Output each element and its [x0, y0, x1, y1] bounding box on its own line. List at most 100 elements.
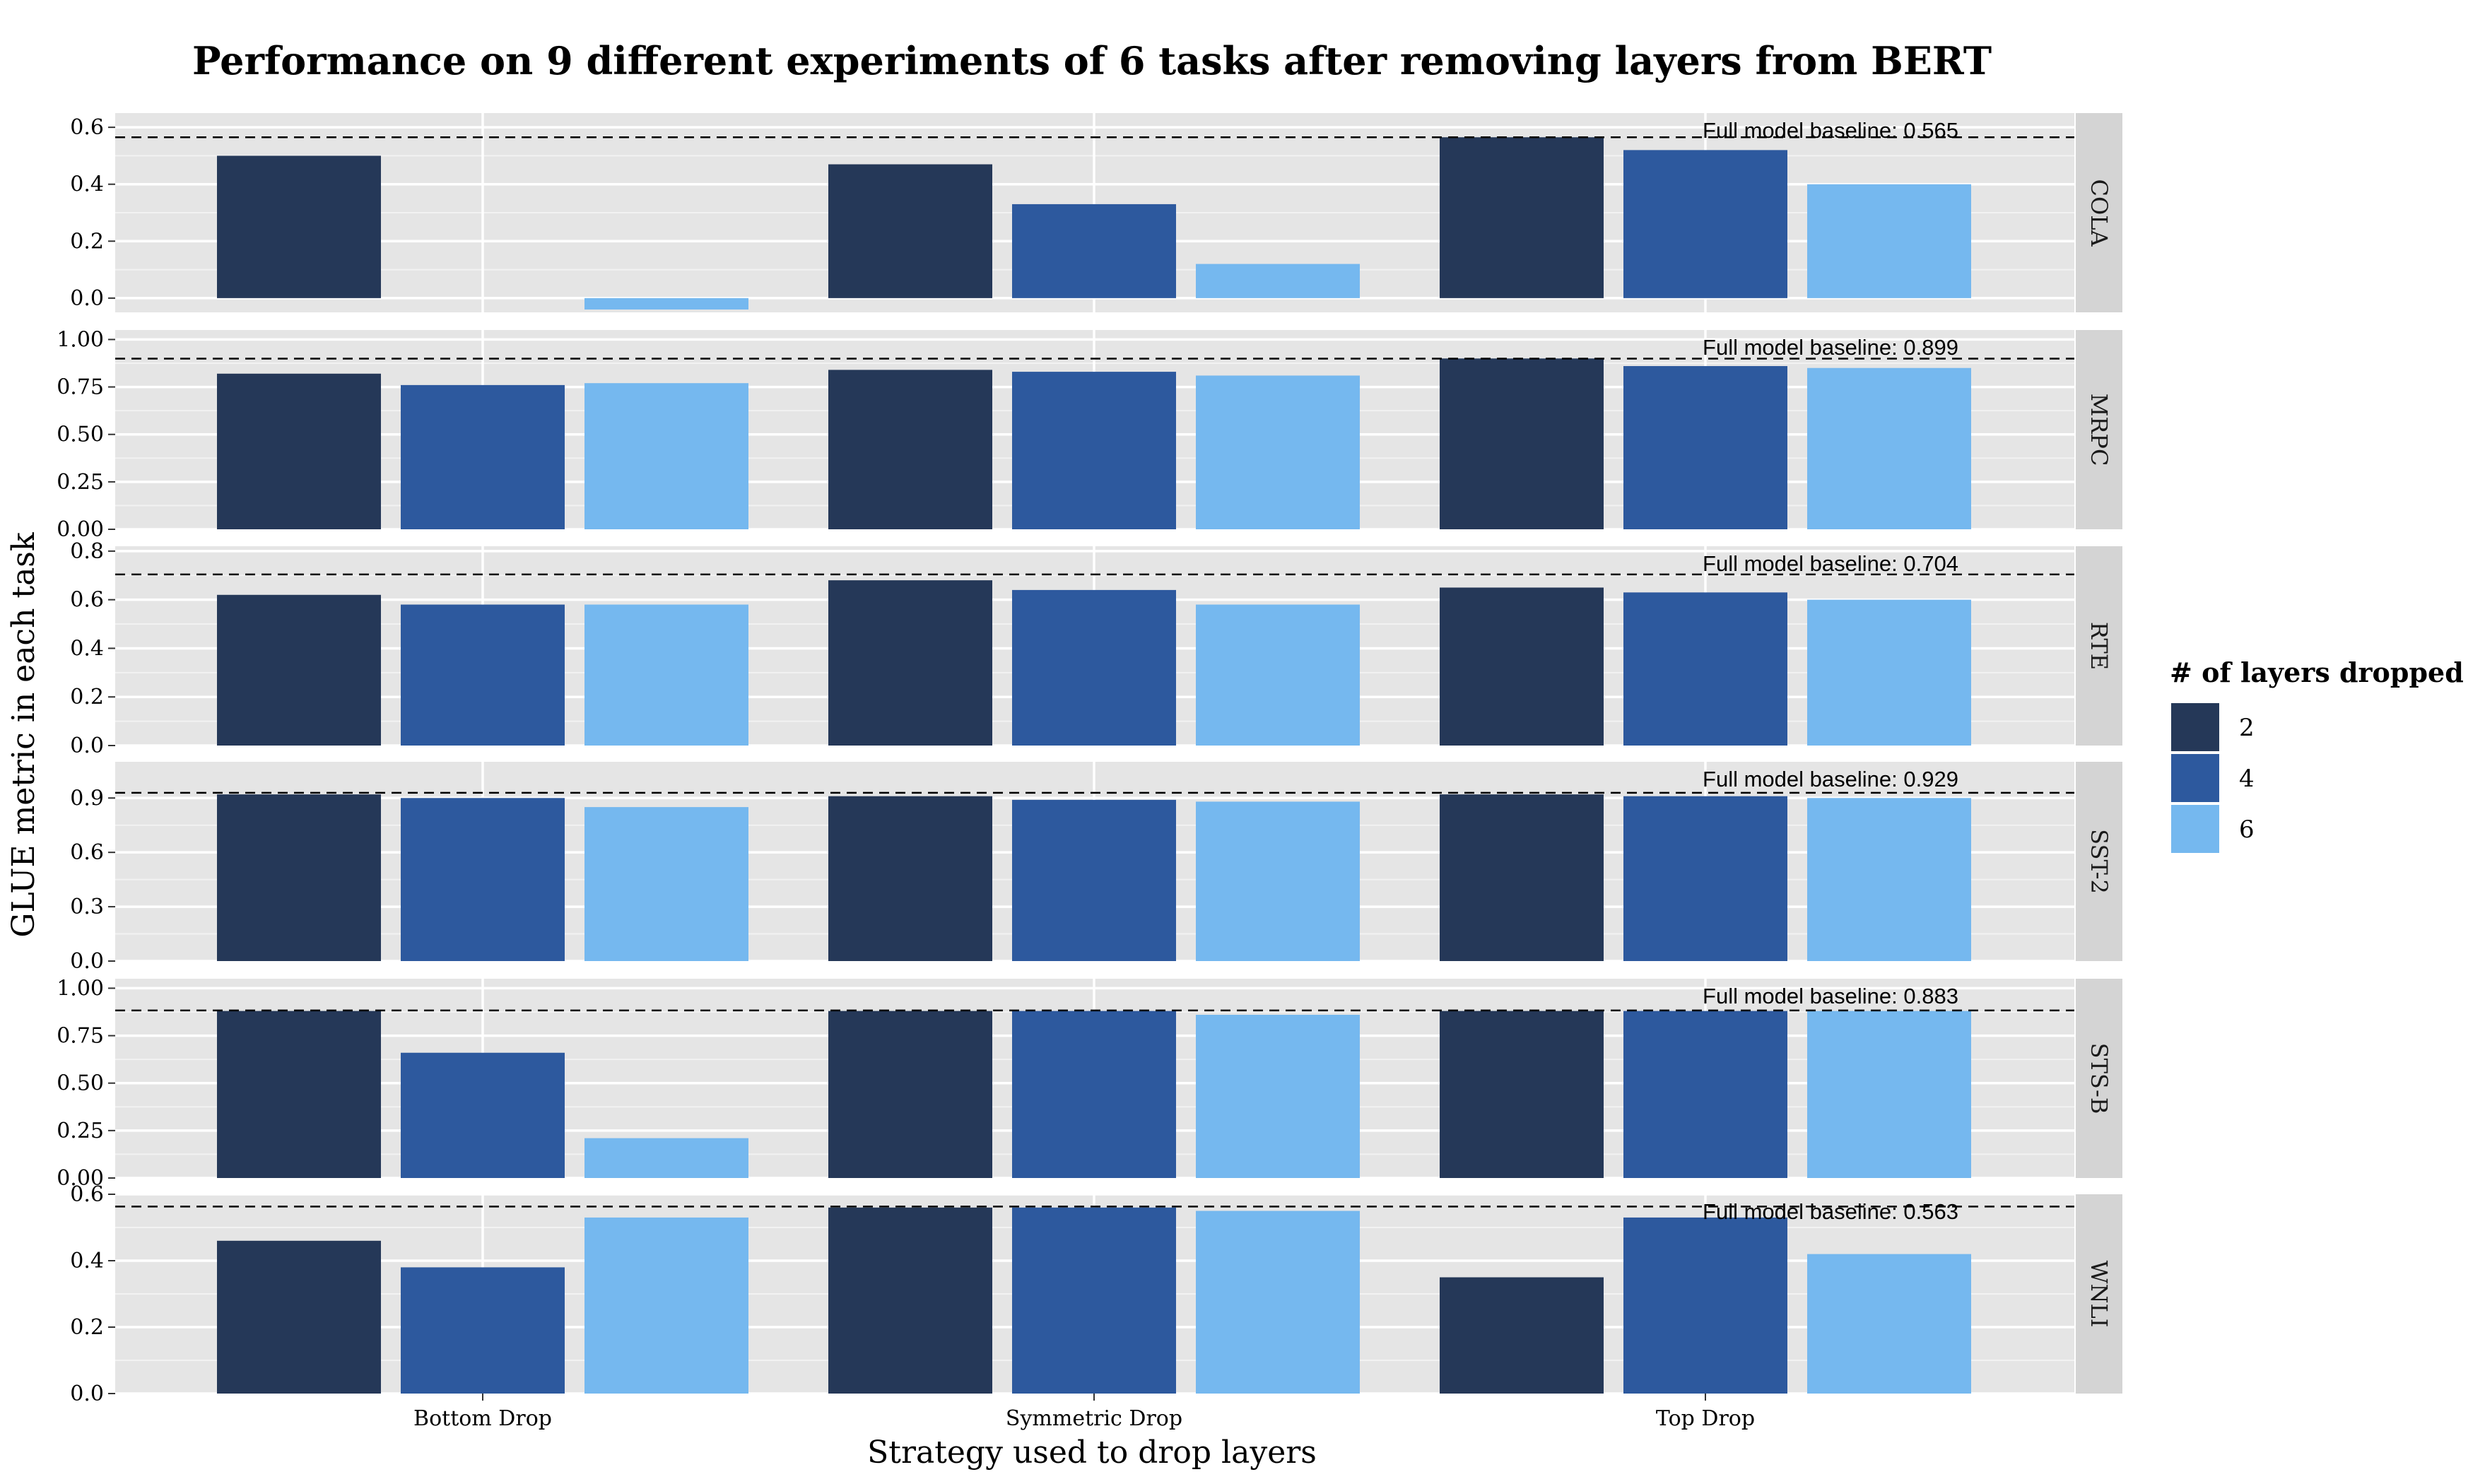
facet-strip — [2076, 762, 2122, 961]
bar-cola-top-drop-2 — [1440, 137, 1604, 298]
panel-sts-b: 0.00 0.25 0.50 0.75 1.00 Full model baseline:… — [57, 976, 2122, 1191]
facet-strip — [2076, 113, 2122, 312]
baseline-label: Full model baseline: 0.704 — [1703, 551, 1958, 576]
bar-wnli-symmetric-drop-4 — [1012, 1207, 1176, 1394]
legend: # of layers dropped 2 4 6 — [2170, 656, 2464, 853]
bar-sts-b-symmetric-drop-6 — [1196, 1015, 1360, 1178]
bar-sts-b-top-drop-4 — [1623, 1011, 1787, 1178]
bar-mrpc-top-drop-4 — [1623, 366, 1787, 529]
bar-sts-b-symmetric-drop-2 — [828, 1011, 992, 1178]
facet-label-rte: RTE — [2086, 622, 2113, 670]
y-tick-label: 0.0 — [70, 734, 104, 758]
bar-rte-symmetric-drop-6 — [1196, 604, 1360, 746]
y-tick-label: 0.25 — [57, 1119, 104, 1143]
bar-sts-b-symmetric-drop-4 — [1012, 1011, 1176, 1178]
bar-cola-symmetric-drop-4 — [1012, 204, 1176, 298]
facet-strip — [2076, 1194, 2122, 1394]
facet-panels: 0.0 0.2 0.4 0.6 Full model baseline: 0.565 CO… — [57, 113, 2122, 1406]
bar-sts-b-bottom-drop-6 — [584, 1138, 748, 1178]
bar-mrpc-bottom-drop-2 — [217, 373, 381, 529]
bar-wnli-bottom-drop-4 — [401, 1267, 565, 1394]
y-tick-label: 0.2 — [70, 229, 104, 254]
bar-rte-bottom-drop-6 — [584, 604, 748, 746]
bar-sst-2-top-drop-6 — [1807, 798, 1971, 961]
facet-label-sts-b: STS-B — [2086, 1043, 2113, 1114]
bar-wnli-top-drop-4 — [1623, 1217, 1787, 1394]
bar-sts-b-bottom-drop-4 — [401, 1052, 565, 1178]
bar-mrpc-symmetric-drop-2 — [828, 370, 992, 529]
y-tick-label: 0.6 — [70, 840, 104, 865]
bar-sst-2-bottom-drop-4 — [401, 798, 565, 961]
baseline-label: Full model baseline: 0.563 — [1703, 1199, 1958, 1224]
bar-mrpc-bottom-drop-6 — [584, 383, 748, 529]
y-tick-label: 0.4 — [70, 172, 104, 197]
bar-rte-top-drop-2 — [1440, 587, 1604, 746]
facet-strip — [2076, 546, 2122, 746]
panel-wnli: 0.0 0.2 0.4 0.6 Full model baseline: 0.563 WN… — [70, 1182, 2122, 1406]
bar-sst-2-top-drop-4 — [1623, 796, 1787, 961]
facet-label-sst-2: SST-2 — [2086, 829, 2113, 894]
x-tick-label: Symmetric Drop — [1006, 1406, 1182, 1431]
y-tick-label: 0.2 — [70, 685, 104, 709]
bar-mrpc-symmetric-drop-6 — [1196, 375, 1360, 529]
y-axis-title: GLUE metric in each task — [6, 532, 42, 937]
y-tick-label: 0.75 — [57, 375, 104, 400]
y-tick-label: 0.9 — [70, 786, 104, 811]
y-tick-label: 0.6 — [70, 1182, 104, 1207]
bar-sst-2-bottom-drop-2 — [217, 794, 381, 961]
y-tick-label: 0.0 — [70, 286, 104, 311]
bar-sst-2-symmetric-drop-2 — [828, 796, 992, 961]
y-tick-label: 0.6 — [70, 588, 104, 613]
bar-wnli-symmetric-drop-2 — [828, 1207, 992, 1394]
bar-cola-symmetric-drop-6 — [1196, 264, 1360, 298]
bar-mrpc-bottom-drop-4 — [401, 384, 565, 529]
bar-sst-2-symmetric-drop-4 — [1012, 799, 1176, 961]
panel-rte: 0.0 0.2 0.4 0.6 0.8 Full model baseline: 0.70… — [70, 539, 2122, 758]
panel-sst-2: 0.0 0.3 0.6 0.9 Full model baseline: 0.929 SS… — [70, 762, 2122, 974]
legend-key-2 — [2171, 703, 2219, 751]
x-tick-label: Bottom Drop — [413, 1406, 552, 1431]
y-tick-label: 1.00 — [57, 976, 104, 1001]
y-tick-label: 0.0 — [70, 949, 104, 974]
baseline-label: Full model baseline: 0.883 — [1703, 984, 1958, 1008]
facet-label-wnli: WNLI — [2086, 1261, 2113, 1328]
legend-label-2: 2 — [2239, 714, 2255, 742]
legend-title: # of layers dropped — [2170, 656, 2464, 688]
y-tick-label: 0.50 — [57, 1071, 104, 1096]
baseline-label: Full model baseline: 0.929 — [1703, 767, 1958, 791]
y-tick-label: 0.4 — [70, 636, 104, 661]
bar-sts-b-top-drop-6 — [1807, 1011, 1971, 1178]
legend-label-6: 6 — [2239, 815, 2255, 844]
facet-strip — [2076, 979, 2122, 1178]
bar-wnli-symmetric-drop-6 — [1196, 1211, 1360, 1394]
bar-cola-symmetric-drop-2 — [828, 164, 992, 298]
bar-sst-2-top-drop-2 — [1440, 794, 1604, 961]
bar-wnli-bottom-drop-2 — [217, 1240, 381, 1394]
x-tick-label: Top Drop — [1656, 1406, 1755, 1431]
bar-rte-symmetric-drop-2 — [828, 580, 992, 746]
panel-mrpc: 0.00 0.25 0.50 0.75 1.00 Full model baseline:… — [57, 327, 2122, 542]
chart-title: Performance on 9 different experiments o… — [192, 38, 1992, 83]
y-tick-label: 0.3 — [70, 895, 104, 919]
y-tick-label: 0.00 — [57, 517, 104, 542]
y-tick-label: 0.25 — [57, 470, 104, 495]
legend-label-4: 4 — [2239, 765, 2255, 793]
bar-rte-bottom-drop-4 — [401, 604, 565, 746]
bar-sst-2-bottom-drop-6 — [584, 807, 748, 961]
bar-sts-b-bottom-drop-2 — [217, 1011, 381, 1178]
facet-strip — [2076, 330, 2122, 529]
y-tick-label: 0.4 — [70, 1249, 104, 1273]
bar-sst-2-symmetric-drop-6 — [1196, 801, 1360, 961]
bar-rte-symmetric-drop-4 — [1012, 589, 1176, 746]
y-tick-label: 1.00 — [57, 327, 104, 352]
y-tick-label: 0.6 — [70, 115, 104, 140]
bar-rte-top-drop-4 — [1623, 592, 1787, 746]
bar-cola-bottom-drop-2 — [217, 155, 381, 298]
facet-label-cola: COLA — [2086, 179, 2113, 247]
bar-sts-b-top-drop-2 — [1440, 1011, 1604, 1178]
bar-mrpc-top-drop-6 — [1807, 367, 1971, 529]
bar-cola-bottom-drop-6 — [584, 298, 748, 310]
x-axis-title: Strategy used to drop layers — [867, 1435, 1317, 1471]
panel-cola: 0.0 0.2 0.4 0.6 Full model baseline: 0.565 CO… — [70, 113, 2122, 312]
bar-rte-bottom-drop-2 — [217, 594, 381, 746]
